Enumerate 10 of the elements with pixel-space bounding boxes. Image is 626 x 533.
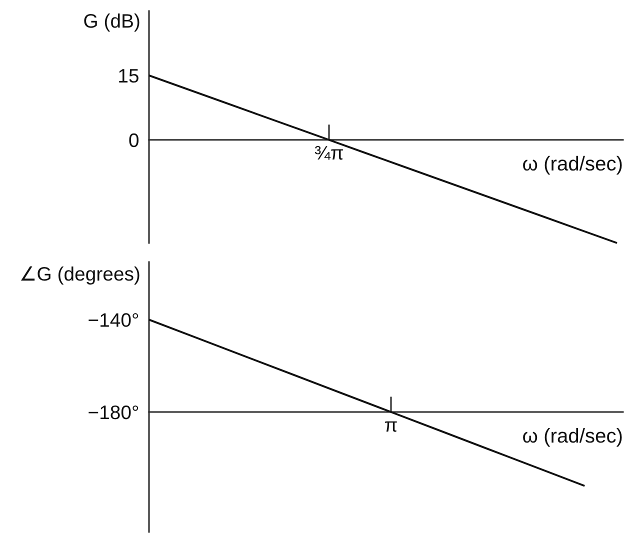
y-tick-label: −140° [88, 313, 138, 327]
x-tick-label: ¾π [314, 146, 343, 160]
x-tick-label: π [385, 421, 397, 432]
x-axis-title: ω (rad/sec) [523, 156, 622, 175]
y-tick-label: 15 [119, 69, 138, 83]
y-axis-title: ∠G (degrees) [20, 266, 140, 285]
y-tick-label: −180° [88, 405, 138, 420]
x-axis-title: ω (rad/sec) [523, 428, 622, 447]
y-axis-title: G (dB) [84, 14, 140, 32]
y-tick-label: 0 [129, 133, 139, 148]
